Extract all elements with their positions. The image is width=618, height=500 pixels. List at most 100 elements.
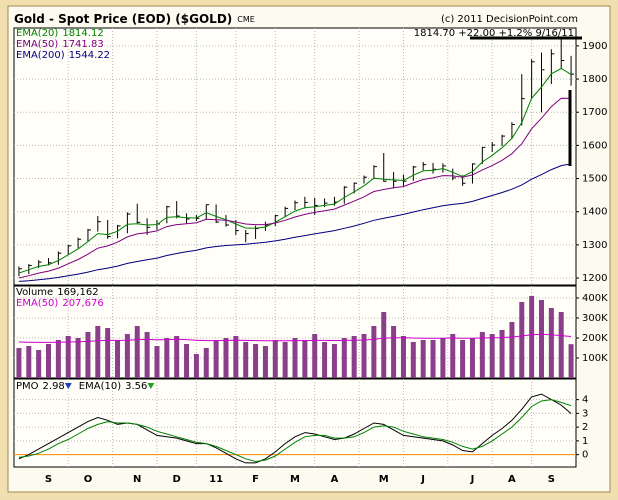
legend-value: 1741.83 xyxy=(62,39,103,50)
legend-value: 1814.12 xyxy=(62,28,103,39)
legend-entry: EMA(200) 1544.22 xyxy=(16,50,110,61)
volume-bar xyxy=(519,302,525,378)
legend-value: 3.56 xyxy=(125,381,147,392)
y-tick-label: 1900 xyxy=(582,41,607,52)
y-tick-label: 1500 xyxy=(582,174,607,185)
legend-value: 2.98 xyxy=(43,381,65,392)
chart-title-row: Gold - Spot Price (EOD) ($GOLD) CME xyxy=(14,12,255,26)
volume-bar xyxy=(538,300,544,378)
x-tick-label: F xyxy=(252,474,259,485)
y-tick-label: 1 xyxy=(582,436,588,447)
y-tick-label: 2 xyxy=(582,422,588,433)
x-tick-label: 11 xyxy=(209,474,223,485)
volume-bar xyxy=(460,340,466,378)
volume-bar xyxy=(322,342,328,378)
volume-bar xyxy=(144,332,150,378)
volume-bar xyxy=(164,338,170,378)
x-tick-label: M xyxy=(290,474,300,485)
volume-bar xyxy=(85,332,91,378)
legend-entry: EMA(20) 1814.12 xyxy=(16,28,104,39)
volume-bar xyxy=(381,312,387,378)
volume-bar xyxy=(115,340,121,378)
volume-bar xyxy=(95,326,101,378)
quote: 1814.70 +22.00 +1.2% 9/16/11 xyxy=(414,28,574,39)
x-tick-label: O xyxy=(84,474,93,485)
volume-bar xyxy=(193,354,199,378)
x-tick-label: J xyxy=(420,474,425,485)
volume-bar xyxy=(26,346,32,378)
y-tick-label: 300K xyxy=(582,313,608,324)
series-line xyxy=(18,333,572,343)
y-tick-label: 1200 xyxy=(582,273,607,284)
volume-bar xyxy=(292,338,298,378)
volume-bar xyxy=(75,338,81,378)
x-tick-label: D xyxy=(173,474,181,485)
y-tick-label: 1800 xyxy=(582,74,607,85)
panels: 1200 1300 1400 1500 1600 1700 1800 1900 EMA(20) 1… xyxy=(13,27,608,485)
volume-bar xyxy=(243,342,249,378)
legend-entry: Volume 169,162 xyxy=(16,287,99,298)
volume-bar xyxy=(548,308,554,378)
volume-bar xyxy=(203,348,209,378)
volume-bar xyxy=(105,328,111,378)
volume-bar xyxy=(302,340,308,378)
volume-bar xyxy=(479,332,485,378)
volume-bar xyxy=(410,342,416,378)
x-tick-label: A xyxy=(331,474,339,485)
volume-bar xyxy=(36,350,42,378)
volume-bar xyxy=(134,326,140,378)
y-tick-label: 1600 xyxy=(582,140,607,151)
volume-bar xyxy=(341,338,347,378)
volume-bar xyxy=(509,322,515,378)
chart-title: Gold - Spot Price (EOD) ($GOLD) xyxy=(14,12,232,26)
volume-bar xyxy=(55,340,61,378)
volume-bar xyxy=(469,338,475,378)
legend-name: EMA(10) xyxy=(79,381,121,392)
volume-bar xyxy=(65,336,71,378)
plot-area xyxy=(13,378,577,468)
legend-name: PMO xyxy=(16,381,39,392)
y-tick-label: 3 xyxy=(582,408,588,419)
volume-bar xyxy=(430,340,436,378)
volume-bar xyxy=(16,348,22,378)
series-line xyxy=(18,163,572,282)
volume-bar xyxy=(558,312,564,378)
legend-name: EMA(50) xyxy=(16,39,58,50)
volume-bar xyxy=(262,346,268,378)
volume-bar xyxy=(223,338,229,378)
x-tick-label: A xyxy=(508,474,516,485)
legend-name: EMA(200) xyxy=(16,50,65,61)
y-tick-label: 200K xyxy=(582,333,608,344)
volume-bar xyxy=(489,334,495,378)
legend-name: Volume xyxy=(16,287,53,298)
plot-area xyxy=(13,27,577,286)
legend-entry: EMA(10) 3.56 xyxy=(79,381,148,392)
series-line xyxy=(18,97,572,279)
volume-bar xyxy=(499,330,505,378)
copyright: (c) 2011 DecisionPoint.com xyxy=(441,14,578,25)
volume-bar xyxy=(361,334,367,378)
volume-bar xyxy=(154,346,160,378)
volume-bar xyxy=(568,344,574,378)
x-tick-label: J xyxy=(470,474,475,485)
volume-bar xyxy=(420,340,426,378)
y-tick-label: 0 xyxy=(582,450,588,461)
legend-value: 1544.22 xyxy=(69,50,110,61)
x-tick-label: M xyxy=(379,474,389,485)
volume-bar xyxy=(312,334,318,378)
volume-bar xyxy=(233,336,239,378)
volume-bar xyxy=(174,336,180,378)
volume-bar xyxy=(46,344,52,378)
legend-entry: PMO 2.98 xyxy=(16,381,65,392)
y-tick-label: 4 xyxy=(582,395,588,406)
x-tick-label: N xyxy=(133,474,141,485)
x-tick-label: S xyxy=(548,474,555,485)
series-line xyxy=(18,67,572,274)
volume-bar xyxy=(371,326,377,378)
legend-value: 169,162 xyxy=(57,287,98,298)
y-tick-label: 1400 xyxy=(582,207,607,218)
volume-bar xyxy=(529,296,535,378)
legend-name: EMA(50) xyxy=(16,298,58,309)
y-tick-label: 1300 xyxy=(582,240,607,251)
